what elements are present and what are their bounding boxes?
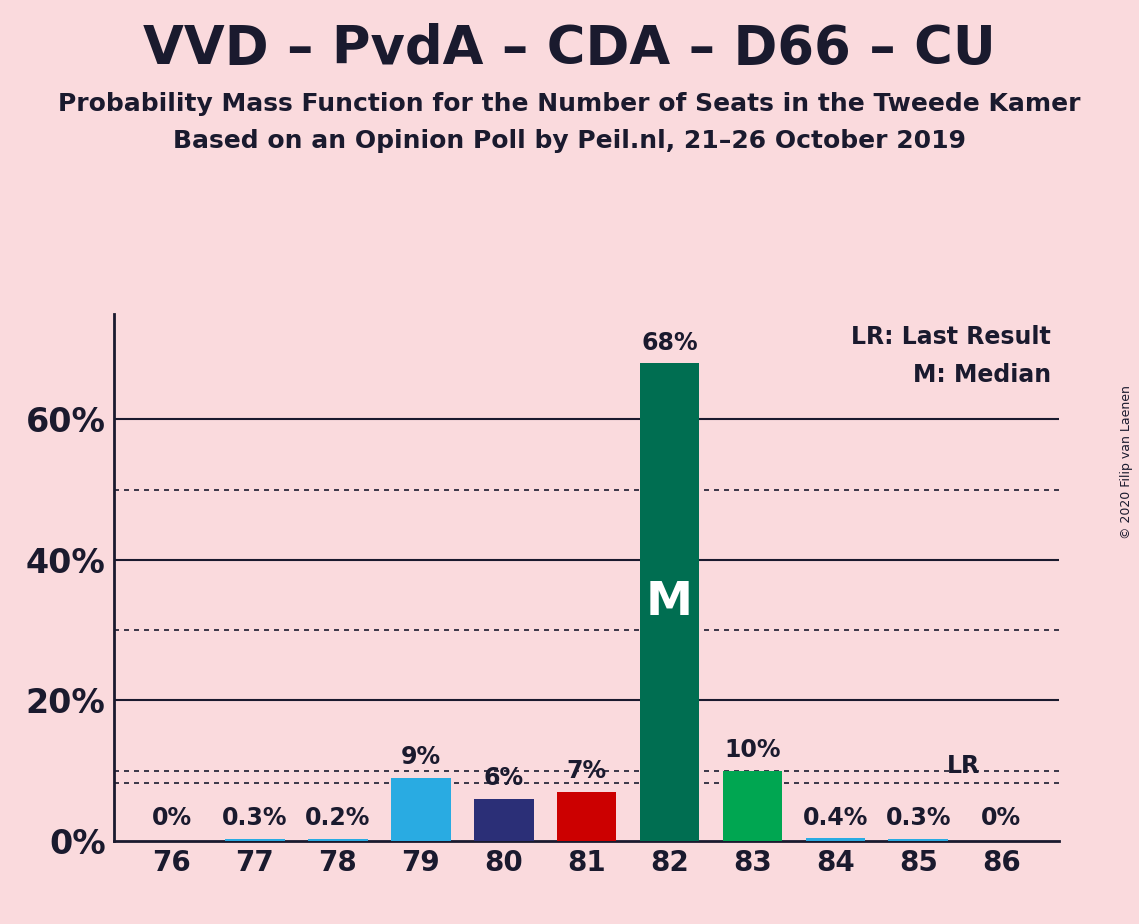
Text: 0%: 0% [151,807,192,831]
Text: 0.4%: 0.4% [803,807,868,831]
Text: 7%: 7% [566,760,607,784]
Text: LR: Last Result: LR: Last Result [851,324,1051,348]
Text: VVD – PvdA – CDA – D66 – CU: VVD – PvdA – CDA – D66 – CU [144,23,995,75]
Bar [226,839,285,841]
Text: 9%: 9% [401,746,441,769]
Bar [474,798,533,841]
Text: M: M [646,579,693,625]
Text: 0.3%: 0.3% [885,807,951,831]
Text: LR: LR [948,754,981,778]
Bar [391,778,451,841]
Text: Probability Mass Function for the Number of Seats in the Tweede Kamer: Probability Mass Function for the Number… [58,92,1081,116]
Text: © 2020 Filip van Laenen: © 2020 Filip van Laenen [1121,385,1133,539]
Bar [308,839,368,841]
Text: M: Median: M: Median [912,363,1051,387]
Text: 0%: 0% [981,807,1022,831]
Text: Based on an Opinion Poll by Peil.nl, 21–26 October 2019: Based on an Opinion Poll by Peil.nl, 21–… [173,129,966,153]
Bar [888,839,948,841]
Bar [640,363,699,841]
Text: 68%: 68% [641,331,698,355]
Bar [557,792,616,841]
Text: 0.2%: 0.2% [305,807,370,831]
Text: 6%: 6% [484,766,524,790]
Text: 0.3%: 0.3% [222,807,288,831]
Bar [805,838,866,841]
Text: 10%: 10% [724,738,780,762]
Bar [722,771,782,841]
